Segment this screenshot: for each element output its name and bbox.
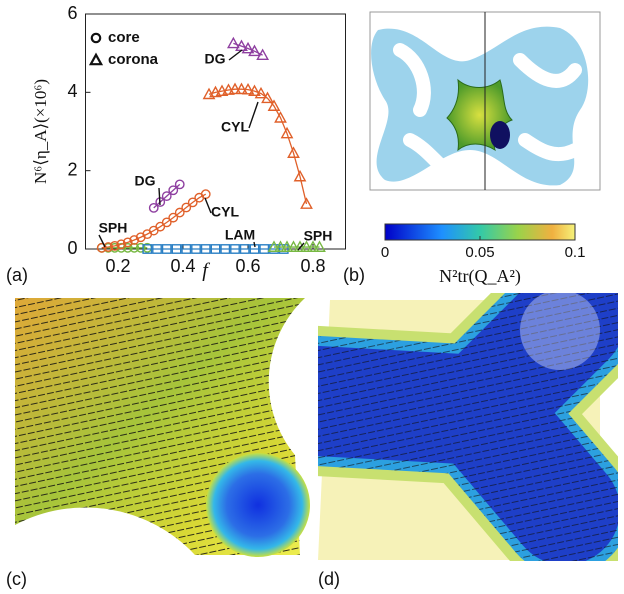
annotation: DG [205, 51, 226, 67]
annotation-arrow [249, 102, 258, 128]
x-tick-label: 0.2 [105, 256, 130, 276]
annotation-arrow [254, 242, 255, 247]
x-tick-label: 0.8 [300, 256, 325, 276]
x-axis-label: f [202, 260, 210, 282]
network-render [370, 12, 600, 190]
panel-label: (b) [343, 265, 365, 285]
annotation: LAM [225, 227, 255, 243]
annotation-arrow [229, 50, 242, 60]
annotation-arrow [99, 235, 105, 247]
annotation-arrow [159, 188, 160, 205]
flow-field-core [15, 298, 310, 557]
y-tick-label: 0 [67, 238, 77, 258]
x-tick-label: 0.4 [170, 256, 195, 276]
figure: 0 2 4 6 0.2 0.4 0.6 0.8 f N⁶⟨η_A⟩(×10⁶) core corona… [0, 0, 624, 594]
legend-symbol [92, 34, 100, 42]
legend-label: corona [108, 51, 159, 68]
flow-field-corona [300, 290, 600, 560]
colorbar-label: N²tr(Q_A²) [439, 266, 521, 287]
y-tick-label: 2 [67, 159, 77, 179]
colorbar-tick-label: 0.1 [565, 244, 586, 261]
x-tick-label: 0.6 [235, 256, 260, 276]
annotation: SPH [99, 220, 128, 236]
legend-label: core [108, 29, 140, 46]
annotation: CYL [221, 119, 249, 135]
annotation: CYL [211, 204, 239, 220]
panel-label: (a) [6, 265, 28, 285]
panel-label: (c) [6, 569, 27, 589]
legend-symbol [91, 55, 101, 64]
y-axis-label: N⁶⟨η_A⟩(×10⁶) [31, 79, 50, 184]
y-tick-label: 6 [67, 3, 77, 23]
panel-label: (d) [318, 569, 340, 589]
colorbar-tick-label: 0 [381, 244, 389, 261]
annotation: SPH [304, 228, 333, 244]
data-point [228, 38, 238, 47]
annotation: DG [135, 173, 156, 189]
y-tick-label: 4 [67, 81, 77, 101]
colorbar-tick-label: 0.05 [465, 244, 494, 261]
series-line [209, 89, 307, 204]
